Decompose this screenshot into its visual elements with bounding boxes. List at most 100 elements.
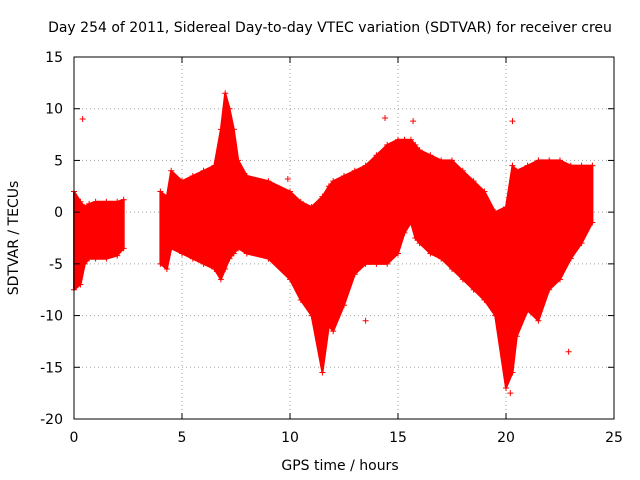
data-point-lower (546, 286, 553, 293)
data-point-lower (222, 266, 229, 273)
data-point-outlier (565, 348, 572, 355)
data-point-upper (470, 178, 477, 185)
data-point-lower (459, 276, 466, 283)
data-point-upper (235, 157, 242, 164)
data-point-upper (86, 200, 93, 207)
y-tick-label: -20 (40, 412, 63, 428)
data-point-lower (325, 322, 332, 329)
y-tick-label: -10 (40, 309, 63, 325)
data-point-lower (297, 297, 304, 304)
data-point-upper (226, 105, 233, 112)
data-point-lower (401, 229, 408, 236)
data-point-lower (226, 255, 233, 262)
y-tick-label: -5 (49, 257, 63, 273)
data-point-upper (459, 167, 466, 174)
data-point-lower (200, 260, 207, 267)
data-point-upper (513, 167, 520, 174)
data-point-lower (557, 276, 563, 283)
data-point-upper (189, 172, 196, 179)
data-point-upper (217, 126, 224, 133)
data-point-lower (330, 328, 337, 335)
data-point-outlier (284, 176, 291, 183)
data-point-lower (509, 369, 516, 376)
y-tick-label: 10 (45, 102, 63, 118)
data-point-lower (470, 286, 477, 293)
data-point-upper (297, 198, 304, 205)
x-tick-label: 5 (178, 430, 187, 446)
data-point-lower (230, 250, 237, 257)
data-point-lower (265, 255, 272, 262)
y-tick-label: -15 (40, 360, 63, 376)
data-point-lower (449, 266, 455, 273)
data-point-upper (438, 157, 445, 164)
data-point-upper (509, 162, 516, 169)
data-point-lower (81, 260, 88, 267)
data-point-lower (481, 297, 488, 304)
data-point-upper (179, 178, 185, 185)
data-point-upper (319, 193, 326, 200)
data-point-outlier (507, 390, 514, 397)
data-point-upper (351, 167, 358, 174)
x-tick-label: 15 (389, 430, 407, 446)
data-point-lower (407, 219, 414, 226)
data-point-outlier (509, 118, 516, 125)
data-point-lower (287, 276, 293, 283)
data-point-upper (265, 178, 272, 185)
data-point-upper (416, 147, 423, 154)
data-point-lower (412, 235, 419, 241)
data-point-lower (86, 255, 93, 262)
data-point-upper (308, 203, 315, 210)
x-tick-label: 10 (281, 430, 299, 446)
data-point-upper (395, 136, 401, 143)
data-point-upper (157, 188, 164, 195)
plot-frame (73, 56, 615, 420)
data-point-outlier (362, 317, 369, 324)
data-series (71, 90, 596, 397)
data-point-upper (230, 126, 237, 133)
data-point-upper (362, 162, 369, 169)
data-point-upper (503, 203, 509, 210)
x-tick-label: 25 (605, 430, 623, 446)
data-point-outlier (410, 118, 417, 125)
data-point-upper (546, 157, 553, 164)
axis-ticks: 0 5 10 15 20 25 -20 -15 -10 -5 0 5 10 15 (40, 50, 623, 446)
data-point-upper (341, 172, 347, 179)
data-point-upper (222, 90, 229, 97)
data-point-upper (535, 157, 542, 164)
data-point-outlier (382, 115, 389, 122)
data-point-lower (578, 240, 585, 247)
data-point-lower (217, 276, 224, 283)
data-point-lower (416, 240, 423, 247)
data-point-upper (481, 188, 488, 195)
data-point-lower (114, 252, 121, 259)
data-point-lower (589, 219, 596, 226)
data-point-lower (308, 312, 315, 319)
data-point-upper (77, 198, 84, 205)
data-point-upper (211, 162, 218, 169)
data-point-upper (492, 209, 499, 216)
data-point-upper (163, 193, 170, 200)
data-point-lower (319, 369, 326, 376)
data-point-upper (401, 136, 408, 143)
data-band (73, 190, 125, 291)
data-point-upper (120, 196, 127, 203)
data-point-lower (103, 255, 110, 262)
data-point-upper (243, 172, 250, 179)
data-point-lower (384, 260, 391, 267)
chart-title: Day 254 of 2011, Sidereal Day-to-day VTE… (48, 20, 612, 36)
data-point-upper (449, 157, 455, 164)
data-point-upper (92, 198, 99, 205)
data-point-lower (438, 255, 445, 262)
data-point-lower (179, 250, 185, 257)
data-point-lower (351, 271, 358, 278)
data-point-lower (163, 266, 170, 273)
data-point-upper (407, 136, 414, 143)
data-point-upper (200, 167, 207, 174)
data-point-upper (330, 178, 337, 185)
x-tick-label: 20 (497, 430, 515, 446)
data-point-upper (287, 188, 293, 195)
data-point-lower (513, 333, 520, 340)
data-point-upper (412, 141, 419, 148)
data-point-upper (114, 198, 121, 205)
data-point-lower (373, 260, 380, 267)
